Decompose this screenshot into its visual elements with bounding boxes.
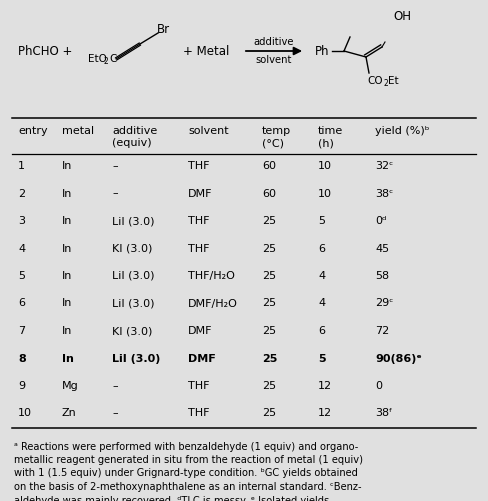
Text: (°C): (°C) <box>262 138 284 148</box>
Text: LiI (3.0): LiI (3.0) <box>112 216 155 226</box>
Text: 25: 25 <box>262 299 276 309</box>
Text: 4: 4 <box>318 299 325 309</box>
Text: In: In <box>62 216 72 226</box>
Text: LiI (3.0): LiI (3.0) <box>112 271 155 281</box>
Text: 8: 8 <box>18 354 26 364</box>
Text: 1: 1 <box>18 161 25 171</box>
Text: In: In <box>62 188 72 198</box>
Text: time: time <box>318 126 343 136</box>
Text: 25: 25 <box>262 326 276 336</box>
Text: metallic reagent generated in situ from the reaction of metal (1 equiv): metallic reagent generated in situ from … <box>14 455 363 465</box>
Text: In: In <box>62 243 72 254</box>
Text: aldehyde was mainly recovered. ᵈTLC is messy. ᵉ Isolated yields.: aldehyde was mainly recovered. ᵈTLC is m… <box>14 495 332 501</box>
Text: –: – <box>112 188 118 198</box>
Text: KI (3.0): KI (3.0) <box>112 243 152 254</box>
Text: 25: 25 <box>262 243 276 254</box>
Text: 3: 3 <box>18 216 25 226</box>
Text: THF/H₂O: THF/H₂O <box>188 271 235 281</box>
Text: 0ᵈ: 0ᵈ <box>375 216 386 226</box>
Text: 2: 2 <box>104 57 109 66</box>
Text: In: In <box>62 326 72 336</box>
Text: 90(86)ᵉ: 90(86)ᵉ <box>375 354 422 364</box>
Text: –: – <box>112 381 118 391</box>
Text: 10: 10 <box>318 188 332 198</box>
Text: 25: 25 <box>262 354 277 364</box>
Text: solvent: solvent <box>256 55 292 65</box>
Text: 0: 0 <box>375 381 382 391</box>
Text: 5: 5 <box>318 216 325 226</box>
Text: additive: additive <box>254 37 294 47</box>
Text: PhCHO +: PhCHO + <box>18 45 72 58</box>
Text: LiI (3.0): LiI (3.0) <box>112 299 155 309</box>
Text: –: – <box>112 408 118 418</box>
Text: Zn: Zn <box>62 408 77 418</box>
Text: ᵃ Reactions were performed with benzaldehyde (1 equiv) and organo-: ᵃ Reactions were performed with benzalde… <box>14 441 358 451</box>
Text: 6: 6 <box>318 326 325 336</box>
Text: Ph: Ph <box>315 45 329 58</box>
Text: C: C <box>109 54 116 64</box>
Text: entry: entry <box>18 126 48 136</box>
Text: DMF: DMF <box>188 326 212 336</box>
Text: THF: THF <box>188 243 209 254</box>
Text: THF: THF <box>188 216 209 226</box>
Text: 9: 9 <box>18 381 25 391</box>
Text: OH: OH <box>393 10 411 23</box>
Text: solvent: solvent <box>188 126 228 136</box>
Text: 10: 10 <box>318 161 332 171</box>
Text: DMF/H₂O: DMF/H₂O <box>188 299 238 309</box>
Text: 60: 60 <box>262 161 276 171</box>
Text: In: In <box>62 161 72 171</box>
Text: LiI (3.0): LiI (3.0) <box>112 354 161 364</box>
Text: Mg: Mg <box>62 381 79 391</box>
Text: with 1 (1.5 equiv) under Grignard-type condition. ᵇGC yields obtained: with 1 (1.5 equiv) under Grignard-type c… <box>14 468 358 478</box>
Text: 60: 60 <box>262 188 276 198</box>
Text: 25: 25 <box>262 408 276 418</box>
Text: (h): (h) <box>318 138 334 148</box>
Text: 5: 5 <box>318 354 325 364</box>
Text: 45: 45 <box>375 243 389 254</box>
Text: EtO: EtO <box>88 54 107 64</box>
Text: DMF: DMF <box>188 188 212 198</box>
Text: 25: 25 <box>262 271 276 281</box>
Text: + Metal: + Metal <box>183 45 229 58</box>
Text: 12: 12 <box>318 408 332 418</box>
Text: 12: 12 <box>318 381 332 391</box>
Text: metal: metal <box>62 126 94 136</box>
Text: 5: 5 <box>18 271 25 281</box>
Text: 38ᶠ: 38ᶠ <box>375 408 392 418</box>
Text: 2: 2 <box>18 188 25 198</box>
Text: 6: 6 <box>318 243 325 254</box>
Text: In: In <box>62 271 72 281</box>
Text: 25: 25 <box>262 381 276 391</box>
Text: on the basis of 2-methoxynaphthalene as an internal standard. ᶜBenz-: on the basis of 2-methoxynaphthalene as … <box>14 482 362 492</box>
Text: 32ᶜ: 32ᶜ <box>375 161 393 171</box>
Text: THF: THF <box>188 161 209 171</box>
Text: In: In <box>62 299 72 309</box>
Text: Br: Br <box>157 23 170 36</box>
Text: –: – <box>112 161 118 171</box>
Text: THF: THF <box>188 408 209 418</box>
Text: 2: 2 <box>383 79 388 88</box>
Text: yield (%)ᵇ: yield (%)ᵇ <box>375 126 429 136</box>
Text: THF: THF <box>188 381 209 391</box>
Text: temp: temp <box>262 126 291 136</box>
Text: 58: 58 <box>375 271 389 281</box>
Text: CO: CO <box>367 76 383 86</box>
Text: 29ᶜ: 29ᶜ <box>375 299 393 309</box>
Text: 7: 7 <box>18 326 25 336</box>
Text: 38ᶜ: 38ᶜ <box>375 188 393 198</box>
Text: 4: 4 <box>318 271 325 281</box>
Text: 4: 4 <box>18 243 25 254</box>
Text: 25: 25 <box>262 216 276 226</box>
Text: 6: 6 <box>18 299 25 309</box>
Text: 72: 72 <box>375 326 389 336</box>
Text: (equiv): (equiv) <box>112 138 152 148</box>
Text: 10: 10 <box>18 408 32 418</box>
Text: additive: additive <box>112 126 157 136</box>
Text: Et: Et <box>388 76 399 86</box>
Text: KI (3.0): KI (3.0) <box>112 326 152 336</box>
Text: DMF: DMF <box>188 354 216 364</box>
Text: In: In <box>62 354 74 364</box>
